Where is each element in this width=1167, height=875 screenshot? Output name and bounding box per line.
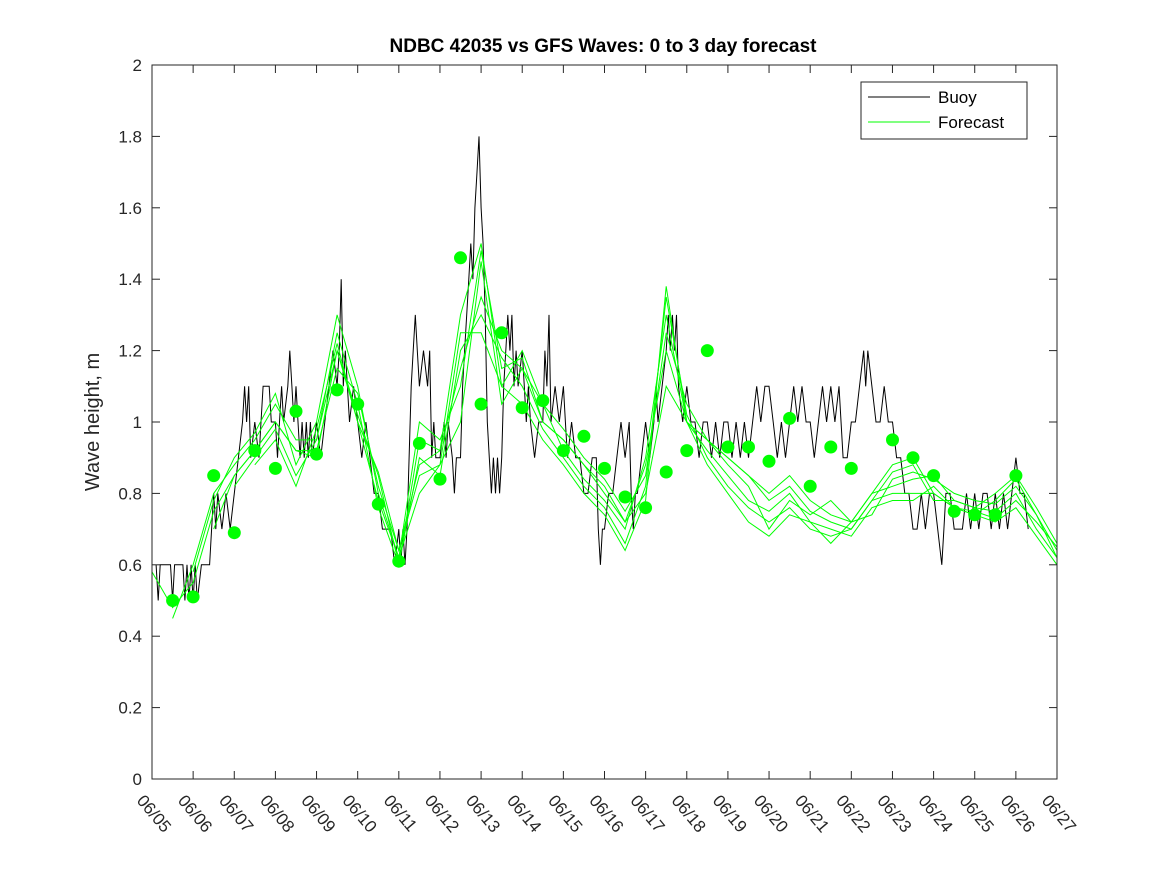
x-tick-label: 06/05 [133, 791, 175, 836]
forecast-marker [289, 404, 303, 418]
y-tick-label: 1.8 [118, 127, 142, 146]
x-tick-label: 06/19 [709, 791, 751, 836]
y-tick-label: 0.6 [118, 556, 142, 575]
x-tick-label: 06/11 [380, 791, 421, 835]
x-tick-label: 06/21 [791, 791, 833, 836]
x-tick-label: 06/22 [832, 791, 874, 836]
forecast-marker [680, 444, 694, 458]
x-tick-label: 06/09 [297, 791, 339, 836]
forecast-marker [886, 433, 899, 447]
forecast-marker [762, 454, 776, 468]
forecast-marker [1009, 469, 1023, 483]
forecast-marker [742, 440, 755, 454]
y-tick-label: 0 [133, 770, 142, 789]
forecast-marker [166, 594, 180, 607]
y-tick-label: 2 [133, 56, 142, 75]
y-axis-label: Wave height, m [82, 353, 104, 491]
forecast-marker [495, 326, 509, 340]
forecast-line-1 [151, 261, 1058, 609]
forecast-line-4 [213, 295, 1058, 553]
x-tick-label: 06/24 [915, 791, 957, 836]
forecast-markers [166, 251, 1023, 607]
forecast-marker [639, 501, 653, 515]
forecast-series-group [151, 243, 1058, 619]
x-tick-label: 06/27 [1038, 791, 1080, 836]
x-tick-label: 06/18 [668, 791, 710, 836]
forecast-marker [803, 479, 817, 493]
x-tick-label: 06/26 [997, 791, 1039, 836]
forecast-marker [844, 461, 858, 475]
x-tick-label: 06/10 [339, 791, 381, 836]
forecast-marker [227, 526, 241, 540]
legend: Buoy Forecast [860, 81, 1028, 140]
y-tick-label: 1.4 [118, 270, 142, 289]
forecast-marker [536, 394, 550, 408]
forecast-marker [721, 440, 735, 454]
x-tick-label: 06/12 [421, 791, 463, 836]
forecast-marker [330, 383, 344, 397]
y-tick-label: 0.4 [118, 627, 142, 646]
forecast-marker [515, 401, 529, 415]
forecast-marker [659, 465, 673, 479]
plot-background [152, 65, 1057, 779]
x-tick-label: 06/14 [503, 791, 545, 836]
forecast-marker [824, 440, 838, 454]
forecast-line-6 [254, 286, 1058, 558]
forecast-marker [351, 397, 365, 411]
x-tick-label: 06/06 [174, 791, 216, 836]
forecast-marker [392, 554, 406, 568]
forecast-marker [577, 429, 591, 443]
forecast-marker [947, 504, 961, 518]
legend-forecast-label: Forecast [938, 113, 1004, 132]
forecast-marker [248, 444, 262, 458]
forecast-marker [556, 444, 570, 458]
x-tick-label: 06/20 [750, 791, 792, 836]
forecast-marker [371, 497, 385, 511]
x-tick-label: 06/08 [256, 791, 298, 836]
forecast-marker [207, 469, 221, 483]
forecast-marker [988, 508, 1002, 522]
forecast-marker [186, 590, 200, 604]
forecast-line-3 [192, 250, 1058, 573]
forecast-line-2 [172, 243, 1058, 619]
x-tick-label: 06/07 [215, 791, 257, 836]
forecast-marker [433, 472, 447, 486]
x-tick-label: 06/15 [544, 791, 586, 836]
y-tick-label: 1 [133, 413, 142, 432]
forecast-marker [310, 447, 323, 461]
chart-title: NDBC 42035 vs GFS Waves: 0 to 3 day fore… [390, 36, 818, 57]
y-tick-label: 1.2 [118, 342, 142, 361]
legend-box [860, 81, 1028, 140]
forecast-marker [783, 411, 797, 425]
y-tick-label: 1.6 [118, 199, 142, 218]
x-tick-label: 06/13 [462, 791, 504, 836]
x-tick-label: 06/23 [873, 791, 915, 836]
forecast-marker [474, 397, 488, 411]
x-tick-label: 06/17 [627, 791, 669, 836]
forecast-marker [268, 461, 282, 475]
legend-buoy-label: Buoy [938, 88, 977, 107]
x-tick-label: 06/25 [956, 791, 998, 836]
plot-area [152, 65, 1057, 779]
forecast-marker [618, 490, 632, 504]
forecast-marker [454, 251, 467, 265]
y-tick-label: 0.8 [118, 484, 142, 503]
forecast-marker [412, 436, 426, 450]
forecast-marker [927, 469, 941, 483]
y-tick-label: 0.2 [118, 699, 142, 718]
forecast-marker [700, 344, 714, 358]
x-tick-label: 06/16 [585, 791, 627, 836]
forecast-marker [598, 461, 611, 475]
forecast-marker [906, 451, 920, 465]
forecast-marker [968, 508, 982, 522]
